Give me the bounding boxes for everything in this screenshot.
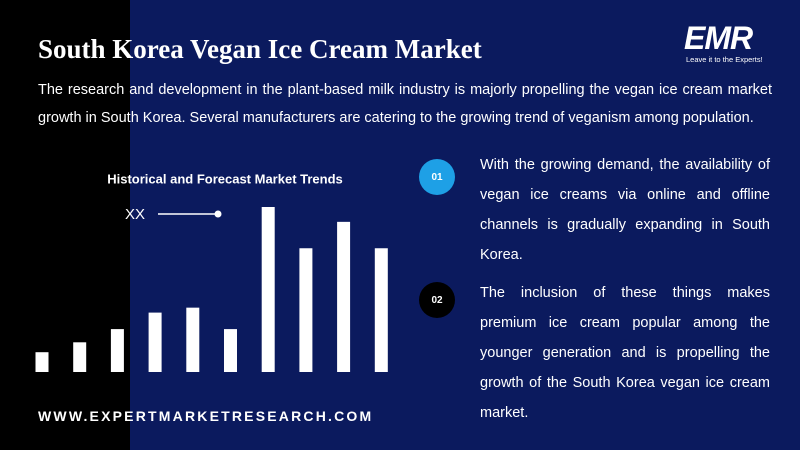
bar — [148, 312, 162, 372]
chart-title: Historical and Forecast Market Trends — [107, 171, 343, 186]
point-badge: 02 — [419, 282, 455, 318]
bar — [35, 352, 49, 372]
bar — [337, 221, 351, 372]
bar — [110, 329, 124, 372]
bar — [299, 248, 313, 372]
bar — [224, 329, 237, 372]
logo-tagline: Leave it to the Experts! — [686, 55, 763, 64]
logo: EMR — [684, 20, 753, 56]
point-text: The inclusion of these things makes prem… — [480, 285, 770, 421]
legend-label: XX — [125, 206, 145, 223]
bar — [186, 307, 200, 372]
title: South Korea Vegan Ice Cream Market — [38, 34, 482, 64]
point-text: With the growing demand, the availabilit… — [480, 157, 770, 263]
footer-url: WWW.EXPERTMARKETRESEARCH.COM — [38, 408, 374, 424]
point-badge: 01 — [419, 159, 455, 195]
chart: Historical and Forecast Market Trends XX — [35, 171, 388, 372]
bar — [374, 248, 388, 372]
legend-dot — [214, 210, 222, 218]
description: The research and development in the plan… — [38, 82, 772, 126]
bar — [261, 207, 275, 372]
left-strip — [0, 0, 130, 450]
bar — [73, 342, 87, 372]
